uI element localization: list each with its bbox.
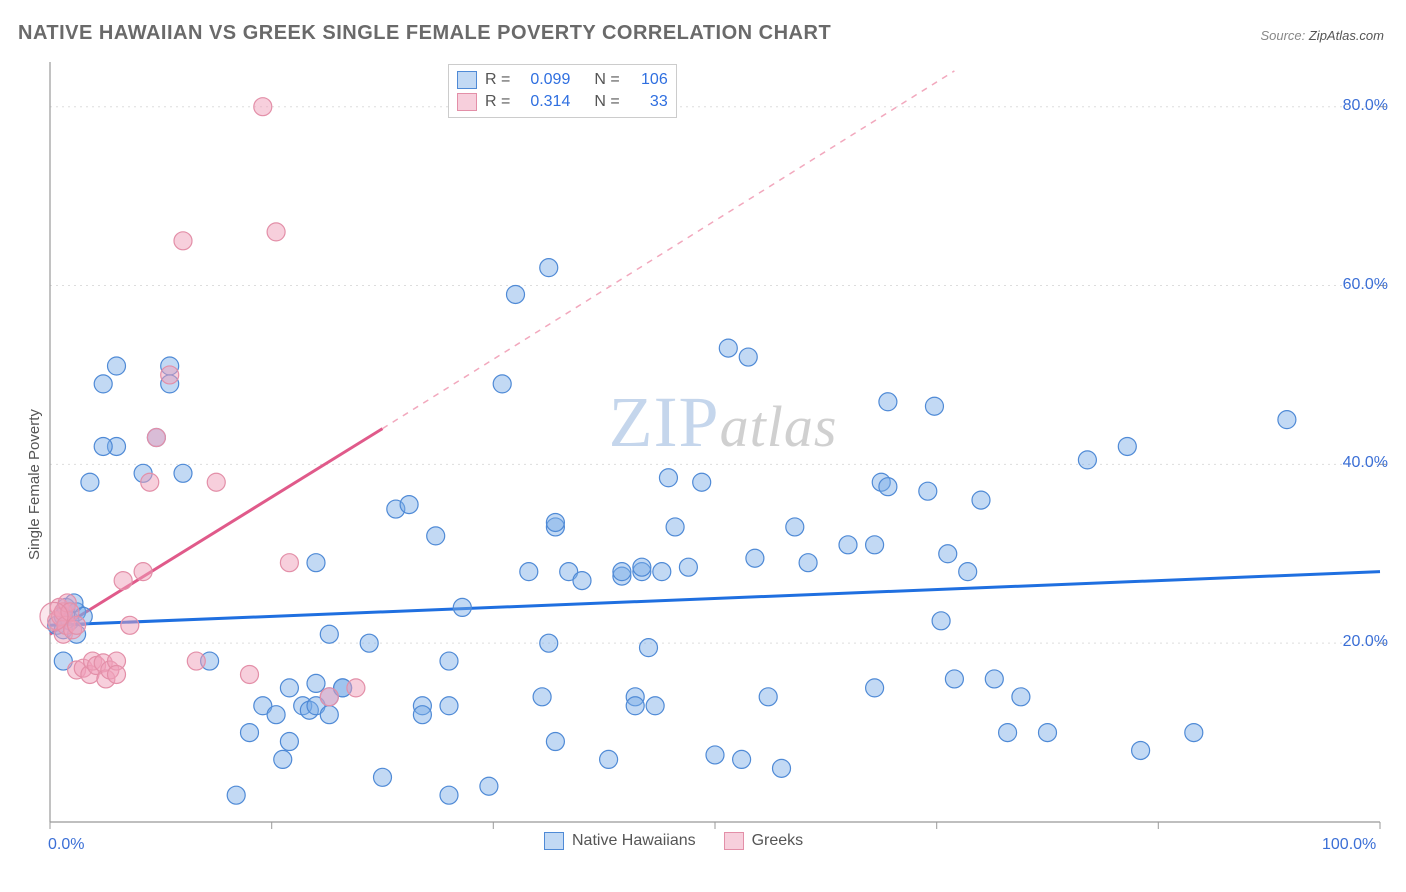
- hawaiians-swatch-icon: [457, 71, 477, 89]
- greeks-r-value: 0.314: [518, 91, 570, 113]
- equals-sign-3: =: [501, 93, 510, 110]
- x-tick-label: 100.0%: [1322, 836, 1376, 854]
- greeks-swatch-icon: [457, 93, 477, 111]
- y-tick-label: 60.0%: [1308, 276, 1388, 294]
- legend-row-greeks: R = 0.314 N = 33: [457, 91, 668, 113]
- x-tick-label: 0.0%: [48, 836, 84, 854]
- equals-sign-4: =: [610, 93, 619, 110]
- hawaiians-r-value: 0.099: [518, 69, 570, 91]
- chart-svg: [0, 0, 1406, 892]
- equals-sign-2: =: [610, 71, 619, 88]
- greeks-label: Greeks: [752, 832, 804, 850]
- y-tick-label: 40.0%: [1308, 454, 1388, 472]
- legend-row-hawaiians: R = 0.099 N = 106: [457, 69, 668, 91]
- r-label-2: R: [485, 93, 497, 110]
- n-label: N: [594, 71, 606, 88]
- chart-container: NATIVE HAWAIIAN VS GREEK SINGLE FEMALE P…: [0, 0, 1406, 892]
- series-legend: Native Hawaiians Greeks: [544, 832, 803, 850]
- legend-item-greeks: Greeks: [724, 832, 804, 850]
- y-tick-label: 20.0%: [1308, 633, 1388, 651]
- greeks-n-value: 33: [628, 91, 668, 113]
- legend-item-hawaiians: Native Hawaiians: [544, 832, 696, 850]
- n-label-2: N: [594, 93, 606, 110]
- r-label: R: [485, 71, 497, 88]
- greeks-swatch-icon-2: [724, 832, 744, 850]
- correlation-legend: R = 0.099 N = 106 R = 0.314 N = 33: [448, 64, 677, 118]
- hawaiians-label: Native Hawaiians: [572, 832, 696, 850]
- hawaiians-n-value: 106: [628, 69, 668, 91]
- equals-sign: =: [501, 71, 510, 88]
- y-tick-label: 80.0%: [1308, 97, 1388, 115]
- hawaiians-swatch-icon-2: [544, 832, 564, 850]
